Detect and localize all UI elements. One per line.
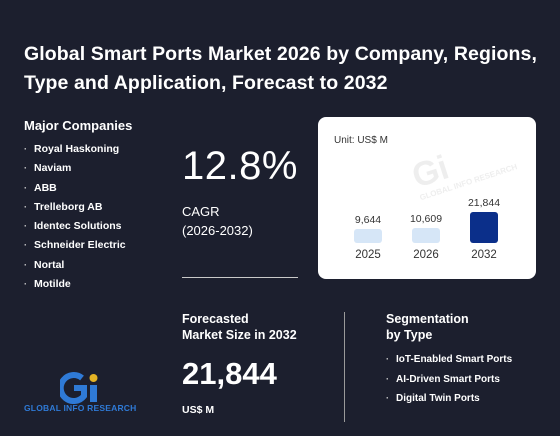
bar-2026 [412, 227, 440, 243]
bullet-icon: · [24, 259, 27, 270]
bullet-icon: · [386, 354, 389, 364]
list-item: · Naviam [24, 159, 126, 178]
cagr-label: CAGR (2026-2032) [182, 202, 253, 240]
vertical-divider [344, 312, 345, 422]
cagr-value: 12.8% [182, 144, 298, 188]
forecast-label-line1: Forecasted [182, 312, 249, 326]
company-name: ABB [34, 181, 57, 194]
company-name: Identec Solutions [34, 220, 122, 233]
company-name: Royal Haskoning [34, 143, 120, 155]
bar-2025 [354, 229, 382, 243]
segment-name: AI-Driven Smart Ports [396, 373, 500, 385]
company-name: Trelleborg AB [34, 200, 103, 213]
bullet-icon: · [386, 373, 389, 384]
logo-text: GLOBAL INFO RESEARCH [24, 403, 137, 413]
bullet-icon: · [386, 393, 389, 403]
segment-name: IoT-Enabled Smart Ports [396, 354, 513, 365]
cagr-period: (2026-2032) [182, 223, 253, 238]
bar-chart: 9,644 2025 10,609 2026 21,844 2032 [354, 197, 500, 261]
x-tick-label: 2032 [471, 249, 497, 261]
company-name: Naviam [34, 162, 72, 175]
company-name: Nortal [34, 258, 65, 271]
cagr-label-text: CAGR [182, 204, 220, 219]
list-item: · Schneider Electric [24, 236, 126, 255]
companies-heading: Major Companies [24, 118, 133, 133]
forecast-value: 21,844 [182, 356, 277, 391]
companies-list: · Royal Haskoning · Naviam · ABB · Trellebor… [24, 140, 126, 294]
bar-value-label: 10,609 [410, 213, 442, 225]
list-item: · Digital Twin Ports [386, 389, 512, 409]
bullet-icon: · [24, 201, 27, 212]
list-item: · Identec Solutions [24, 217, 126, 236]
list-item: · Royal Haskoning [24, 140, 126, 159]
company-name: Motilde [34, 278, 71, 291]
company-logo: GLOBAL INFO RESEARCH [24, 372, 146, 416]
bar-2032 [470, 212, 498, 243]
list-item: · Trelleborg AB [24, 198, 126, 217]
list-item: · ABB [24, 179, 126, 198]
divider [182, 277, 298, 278]
x-tick-label: 2026 [413, 249, 439, 261]
bullet-icon: · [24, 163, 27, 174]
forecast-unit: US$ M [182, 404, 215, 416]
list-item: · IoT-Enabled Smart Ports [386, 350, 512, 370]
segmentation-list: · IoT-Enabled Smart Ports · AI-Driven Smar… [386, 350, 512, 409]
chart-unit-label: Unit: US$ M [334, 135, 388, 146]
list-item: · Nortal [24, 256, 126, 275]
segmentation-heading-line2: by Type [386, 328, 433, 342]
list-item: · Motilde [24, 275, 126, 294]
page-title: Global Smart Ports Market 2026 by Compan… [24, 43, 537, 94]
segment-name: Digital Twin Ports [396, 393, 480, 404]
segmentation-heading: Segmentation by Type [386, 311, 469, 343]
logo-mark-icon [60, 372, 98, 404]
bullet-icon: · [24, 240, 27, 251]
bullet-icon: · [24, 144, 27, 154]
bar-value-label: 9,644 [355, 214, 381, 226]
bar-value-label: 21,844 [468, 197, 500, 209]
chart-card: Unit: US$ M Gi GLOBAL INFO RESEARCH 9,64… [318, 117, 536, 279]
forecast-label-line2: Market Size in 2032 [182, 328, 297, 342]
x-tick-label: 2025 [355, 249, 381, 261]
forecast-label: Forecasted Market Size in 2032 [182, 311, 297, 343]
bullet-icon: · [24, 182, 27, 193]
bullet-icon: · [24, 221, 27, 232]
segmentation-heading-line1: Segmentation [386, 312, 469, 326]
bullet-icon: · [24, 279, 27, 290]
company-name: Schneider Electric [34, 239, 126, 252]
list-item: · AI-Driven Smart Ports [386, 370, 512, 390]
